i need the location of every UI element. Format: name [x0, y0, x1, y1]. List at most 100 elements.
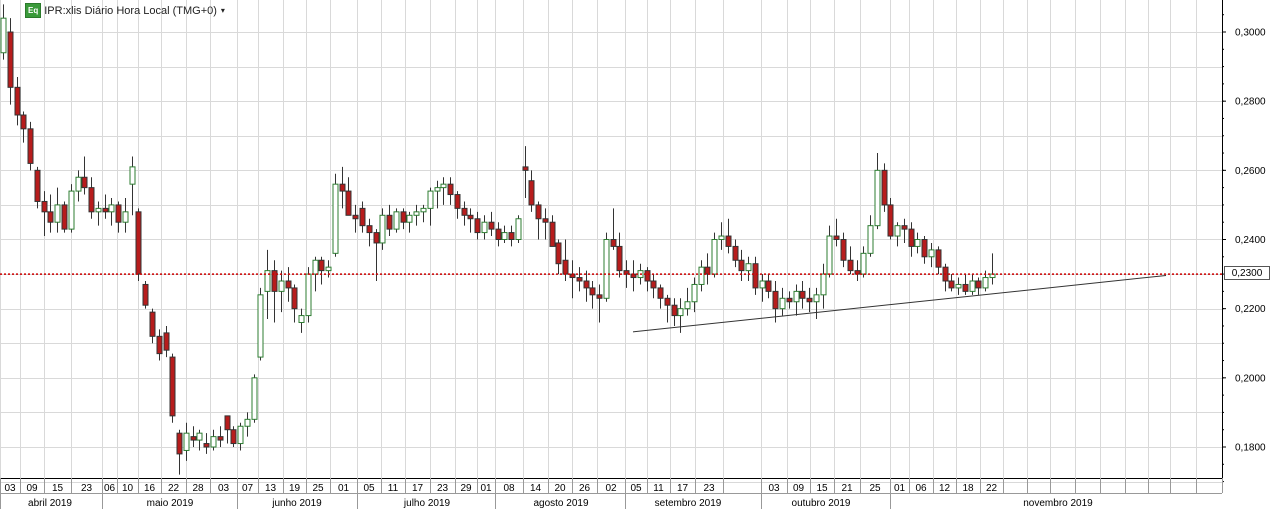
candle [345, 177, 352, 216]
candle-body-down [616, 245, 623, 272]
candle [81, 156, 88, 195]
candle-body-down [589, 287, 596, 296]
candle-body-down [610, 239, 617, 247]
candle [47, 194, 54, 233]
candle-body-up [129, 166, 136, 185]
overlays [0, 273, 1222, 333]
equity-badge-icon: Eq [25, 3, 42, 18]
candle [156, 329, 163, 361]
x-month-label: setembro 2019 [655, 498, 722, 509]
candle [894, 222, 901, 247]
candle [454, 191, 461, 219]
candle-body-up [867, 225, 874, 254]
candle [644, 267, 651, 292]
candle [671, 298, 678, 326]
x-day-label: 16 [144, 483, 156, 494]
candle [244, 412, 251, 437]
candle [440, 177, 447, 205]
x-day-label: 25 [869, 483, 881, 494]
candle-body-down [400, 211, 407, 223]
candle-body-down [373, 232, 380, 244]
candle-body-up [264, 270, 271, 292]
candle [406, 211, 413, 233]
candle [732, 239, 739, 268]
candle-body-down [725, 235, 732, 247]
candle-body-up [393, 211, 400, 230]
candle-body-up [691, 283, 698, 303]
candle [393, 208, 400, 233]
x-day-label: 07 [242, 483, 254, 494]
candle-body-down [339, 183, 346, 192]
candle [41, 191, 48, 237]
candle [135, 208, 142, 281]
candle [420, 204, 427, 223]
support-trendline[interactable] [632, 274, 1167, 333]
chevron-down-icon[interactable]: ▾ [220, 6, 225, 15]
candle [359, 201, 366, 233]
candle-body-up [122, 211, 129, 223]
candle-body-down [163, 332, 170, 351]
y-tick-label: 0,2400 [1235, 235, 1266, 246]
x-day-label: 29 [460, 483, 472, 494]
candle [305, 267, 312, 323]
candle-body-down [467, 214, 474, 220]
candle [657, 284, 664, 309]
candle [901, 218, 908, 243]
candles [0, 4, 996, 475]
chart-title-bar[interactable]: Eq IPR:xlis Diário Hora Local (TMG+0) ▾ [25, 3, 225, 18]
candle [95, 201, 102, 226]
candle-body-down [14, 86, 21, 116]
candle [698, 260, 705, 292]
candle-body-up [305, 273, 312, 317]
candle-body-down [962, 283, 969, 292]
candle [366, 218, 373, 247]
candle [183, 422, 190, 461]
candle-body-down [901, 225, 908, 230]
x-month-label: agosto 2019 [533, 498, 588, 509]
candle [745, 256, 752, 281]
candle [948, 274, 955, 292]
candle-body-up [711, 239, 718, 275]
candle [467, 208, 474, 233]
candle [711, 232, 718, 278]
x-day-label: 05 [630, 483, 642, 494]
candle-body-down [948, 280, 955, 289]
x-day-label: 11 [653, 483, 664, 494]
candle [27, 121, 34, 171]
candle-body-down [20, 114, 27, 130]
candle-body-down [542, 218, 549, 223]
candle-body-down [447, 183, 454, 196]
candle-body-up [332, 183, 339, 254]
y-tick-label: 0,3000 [1235, 28, 1266, 39]
candle [291, 284, 298, 323]
candle [887, 198, 894, 240]
candle-body-up [312, 259, 319, 275]
x-day-label: 25 [312, 483, 324, 494]
candle-body-down [34, 169, 41, 202]
candle-body-up [237, 425, 244, 445]
candle [704, 253, 711, 285]
candle [501, 225, 508, 243]
candle-body-down [149, 311, 156, 337]
candle-body-up [0, 17, 7, 54]
candle-body-down [644, 270, 651, 282]
candle-body-up [420, 207, 427, 213]
current-price-label: 0,2300 [1224, 266, 1270, 280]
candle [772, 281, 779, 323]
candle-body-up [251, 377, 258, 420]
candle-body-down [847, 259, 854, 272]
candle [312, 256, 319, 292]
candle-body-down [176, 432, 183, 455]
x-day-label: 09 [26, 483, 38, 494]
candle [203, 433, 210, 454]
candle-body-down [488, 221, 495, 230]
candle [264, 249, 271, 320]
candle-body-down [535, 204, 542, 220]
candle-body-down [224, 415, 231, 431]
candle-body-down [495, 228, 502, 240]
candle-body-up [95, 207, 102, 213]
candle [115, 201, 122, 233]
candle-body-down [935, 249, 942, 268]
candle [583, 270, 590, 302]
